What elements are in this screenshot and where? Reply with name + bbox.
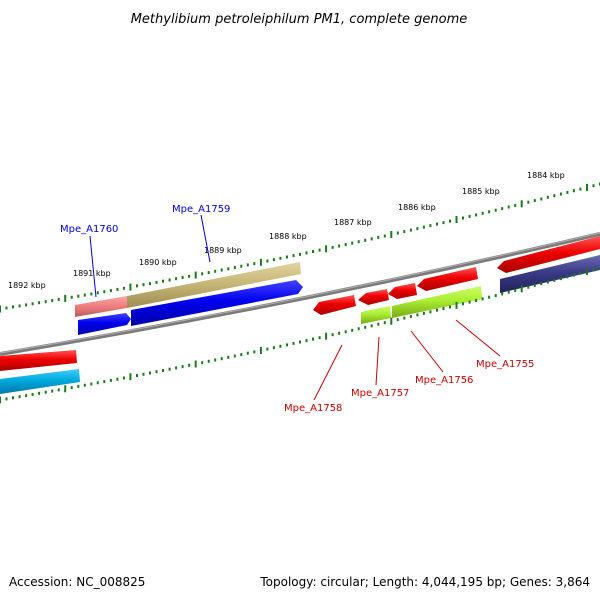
gene-mpe-a1760-bar[interactable]	[75, 296, 127, 317]
scale-label-1887: 1887 kbp	[334, 218, 372, 227]
leader-mpe-a1756	[410, 330, 444, 373]
genome-backbone	[0, 232, 600, 356]
genome-backbone-highlight	[0, 232, 600, 354]
gene-red-arrow-5[interactable]	[497, 236, 600, 273]
gene-cyan-left-bar[interactable]	[0, 369, 80, 394]
gene-red-arrow-3[interactable]	[388, 283, 417, 299]
scale-label-1888: 1888 kbp	[269, 232, 307, 241]
label-mpe-a1758[interactable]: Mpe_A1758	[284, 403, 342, 414]
accession-text: Accession: NC_008825	[9, 575, 145, 589]
scale-label-1884: 1884 kbp	[527, 171, 565, 180]
map-title: Methylibium petroleiphilum PM1, complete…	[131, 12, 468, 27]
gene-red-arrow-1[interactable]	[313, 295, 356, 315]
label-mpe-a1757[interactable]: Mpe_A1757	[351, 388, 409, 399]
gene-mpe-a1759-bar[interactable]	[127, 262, 301, 308]
outer-scale-ticks	[0, 182, 600, 313]
scale-labels: 1892 kbp 1891 kbp 1890 kbp 1889 kbp 1888…	[8, 171, 565, 290]
gene-mpe-a1757-bar[interactable]	[361, 306, 391, 324]
label-mpe-a1755[interactable]: Mpe_A1755	[476, 359, 534, 370]
scale-label-1886: 1886 kbp	[398, 203, 436, 212]
gene-navy-right-bar[interactable]	[500, 255, 600, 293]
gene-red-arrow-2[interactable]	[358, 289, 389, 305]
label-mpe-a1759[interactable]: Mpe_A1759	[172, 204, 230, 215]
gene-mpe-a1756-bar[interactable]	[392, 286, 482, 318]
scale-label-1890: 1890 kbp	[139, 258, 177, 267]
leader-mpe-a1760	[89, 235, 97, 298]
inner-scale-ticks	[0, 266, 600, 404]
scale-label-1891: 1891 kbp	[73, 269, 111, 278]
gene-blue-arrow-long[interactable]	[131, 280, 303, 326]
gene-labels: Mpe_A1760 Mpe_A1759 Mpe_A1758 Mpe_A1757 …	[60, 204, 534, 414]
forward-genes	[75, 236, 600, 335]
leader-mpe-a1757	[375, 336, 380, 386]
label-mpe-a1756[interactable]: Mpe_A1756	[415, 375, 473, 386]
scale-label-1885: 1885 kbp	[462, 187, 500, 196]
gene-blue-arrow-short[interactable]	[78, 313, 131, 335]
gene-red-arrow-4[interactable]	[417, 267, 478, 291]
genome-summary-text: Topology: circular; Length: 4,044,195 bp…	[259, 575, 590, 589]
leader-mpe-a1758	[313, 344, 343, 401]
gene-red-left-bar[interactable]	[0, 350, 77, 371]
reverse-genes	[0, 255, 600, 394]
scale-label-1889: 1889 kbp	[204, 246, 242, 255]
scale-label-1892: 1892 kbp	[8, 281, 46, 290]
label-mpe-a1760[interactable]: Mpe_A1760	[60, 224, 118, 235]
leader-mpe-a1759	[200, 214, 211, 263]
leader-mpe-a1755	[455, 319, 501, 357]
